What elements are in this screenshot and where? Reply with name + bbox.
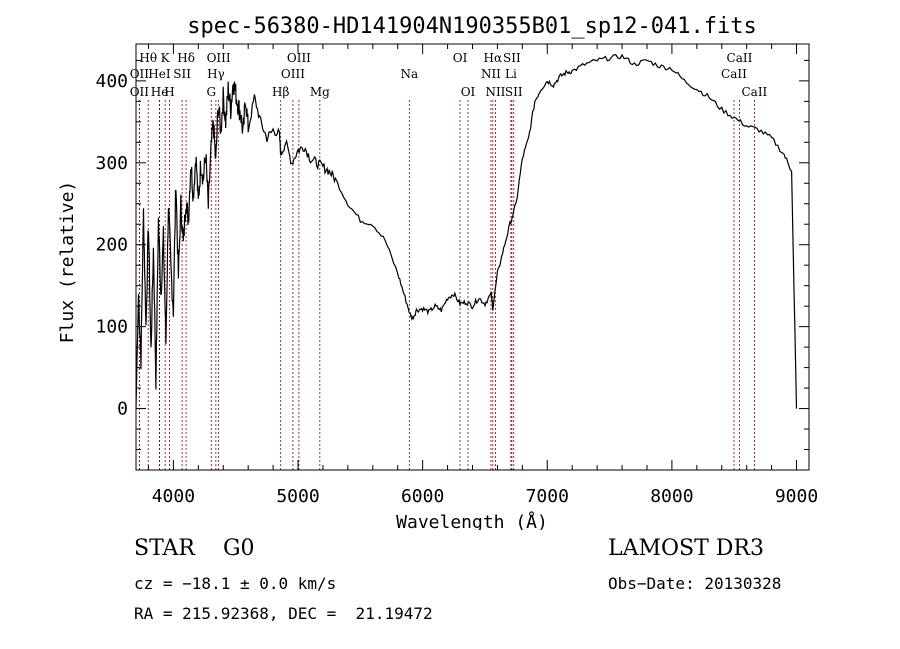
- x-tick-label-2: 6000: [401, 486, 444, 507]
- x-tick-label-0: 4000: [152, 486, 195, 507]
- spectral-line-label-13: OIII: [281, 67, 305, 81]
- plot-frame: [135, 43, 810, 471]
- spectral-line-label-23: NII: [485, 85, 505, 99]
- spectral-line-label-17: OI: [453, 51, 468, 65]
- spectral-line-label-5: H: [164, 85, 174, 99]
- x-tick-label-1: 5000: [276, 486, 319, 507]
- spectral-line-label-12: OIII: [287, 51, 311, 65]
- spectral-line-label-1: OII: [130, 67, 150, 81]
- spectral-line-label-24: SII: [505, 85, 523, 99]
- y-tick-label-0: 0: [117, 399, 128, 420]
- spectral-line-label-8: Hδ: [177, 51, 195, 65]
- spectral-line-label-3: He: [151, 85, 169, 99]
- spectral-line-label-2: OII: [130, 85, 150, 99]
- spectrum-chart: spec-56380-HD141904N190355B01_sp12-041.f…: [57, 14, 818, 530]
- chart-title: spec-56380-HD141904N190355B01_sp12-041.f…: [187, 14, 757, 39]
- spectrum-curve: [135, 53, 798, 409]
- y-axis-label: Flux (relative): [57, 181, 78, 344]
- redshift-velocity: cz = −18.1 ± 0.0 km/s: [134, 574, 337, 593]
- coordinates: RA = 215.92368, DEC = 21.19472: [134, 604, 433, 623]
- spectral-line-label-16: Na: [400, 67, 418, 81]
- survey-name: LAMOST DR3: [608, 536, 764, 561]
- x-axis-label: Wavelength (Å): [396, 511, 548, 530]
- y-tick-label-1: 100: [95, 317, 128, 338]
- spectral-line-label-11: G: [206, 85, 216, 99]
- spectral-line-label-7: SII: [173, 67, 191, 81]
- x-tick-label-5: 9000: [775, 486, 818, 507]
- spectral-line-label-14: Hβ: [272, 85, 289, 99]
- y-tick-label-2: 200: [95, 235, 128, 256]
- y-tick-label-3: 300: [95, 153, 128, 174]
- spectral-line-label-6: HeI: [148, 67, 171, 81]
- x-tick-label-3: 7000: [526, 486, 569, 507]
- star-class: STAR G0: [134, 536, 255, 561]
- spectral-line-label-19: Hα: [484, 51, 503, 65]
- y-tick-label-4: 400: [95, 71, 128, 92]
- spectral-line-label-26: CaII: [721, 67, 747, 81]
- spectral-line-label-10: Hγ: [207, 67, 225, 81]
- x-tick-label-4: 8000: [650, 486, 693, 507]
- spectral-line-label-27: CaII: [741, 85, 767, 99]
- spectral-line-label-4: K: [161, 51, 171, 65]
- spectral-line-label-9: OIII: [207, 51, 231, 65]
- spectral-line-label-21: NII: [481, 67, 501, 81]
- spectral-line-label-22: Li: [505, 67, 517, 81]
- observation-date: Obs−Date: 20130328: [608, 574, 782, 593]
- spectral-line-label-15: Mg: [310, 85, 330, 99]
- spectral-line-label-25: CaII: [727, 51, 753, 65]
- spectral-line-label-0: Hθ: [139, 51, 157, 65]
- spectral-line-label-18: OI: [461, 85, 476, 99]
- spectral-line-label-20: SII: [503, 51, 521, 65]
